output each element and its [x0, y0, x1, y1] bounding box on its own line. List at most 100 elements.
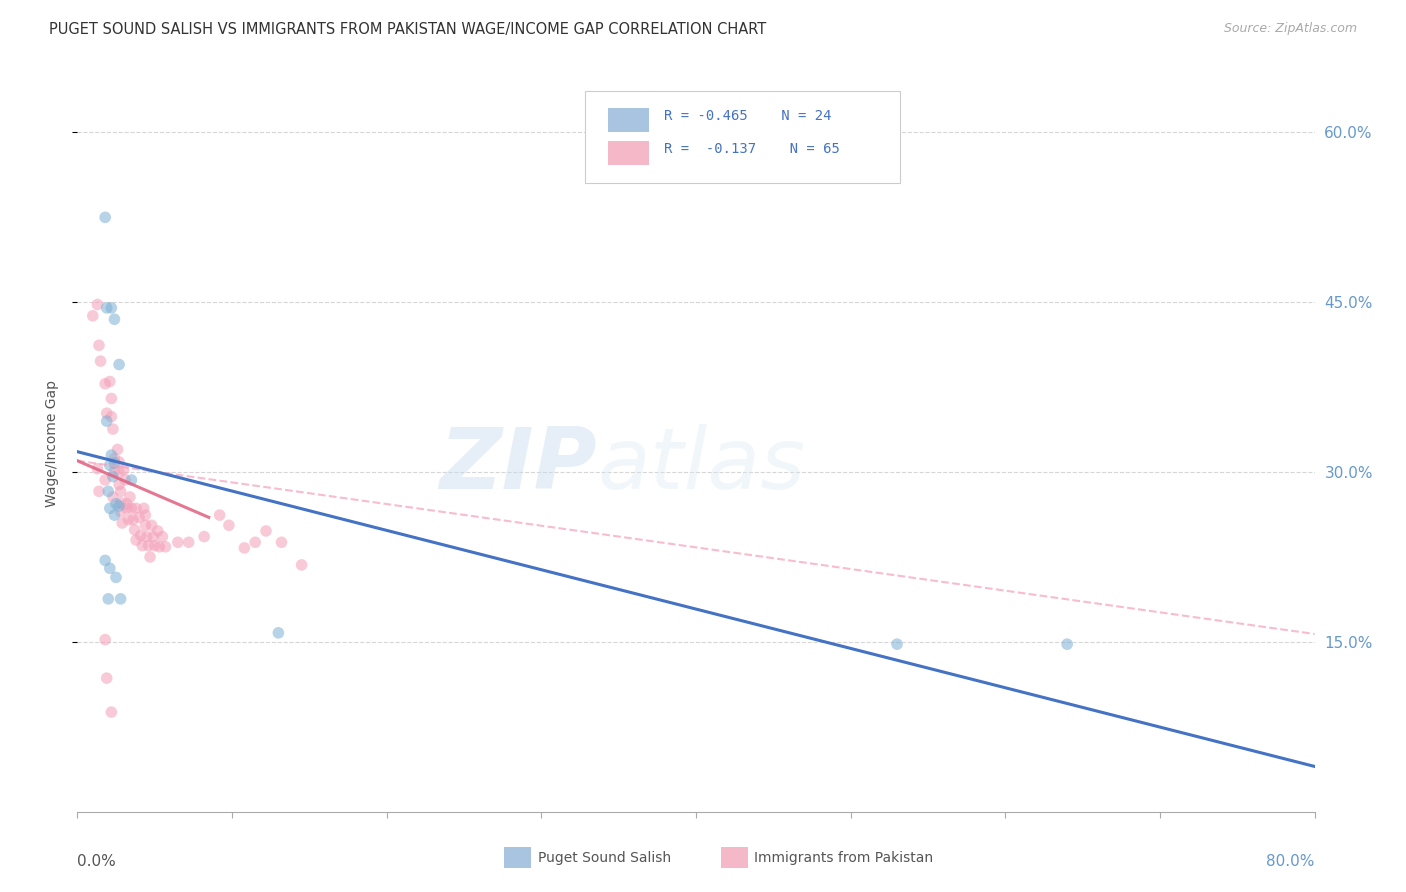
- Point: [115, 501, 138, 516]
- Point: [103, 464, 125, 478]
- Text: ZIP: ZIP: [439, 425, 598, 508]
- Point: [143, 539, 166, 553]
- Point: [98, 458, 121, 473]
- Point: [110, 505, 132, 519]
- Point: [270, 535, 292, 549]
- Point: [101, 490, 124, 504]
- Point: [132, 501, 155, 516]
- Point: [98, 501, 121, 516]
- Point: [108, 358, 131, 372]
- Point: [108, 477, 131, 491]
- Point: [94, 376, 117, 391]
- Point: [142, 530, 165, 544]
- Point: [107, 442, 129, 457]
- Text: Immigrants from Pakistan: Immigrants from Pakistan: [754, 852, 934, 865]
- Point: [177, 535, 200, 549]
- Bar: [609, 141, 650, 165]
- Point: [136, 530, 159, 544]
- Point: [129, 528, 152, 542]
- Point: [110, 496, 132, 510]
- Point: [100, 705, 122, 719]
- Point: [121, 473, 143, 487]
- Point: [90, 354, 111, 368]
- Point: [118, 490, 141, 504]
- Point: [139, 549, 162, 564]
- Point: [82, 309, 104, 323]
- Point: [108, 455, 131, 469]
- Point: [233, 541, 256, 555]
- Point: [96, 671, 118, 685]
- Point: [208, 508, 231, 522]
- Point: [267, 625, 290, 640]
- Point: [110, 591, 132, 606]
- Point: [254, 524, 277, 538]
- Text: R = -0.465    N = 24: R = -0.465 N = 24: [664, 110, 831, 123]
- Point: [103, 508, 125, 522]
- Point: [152, 530, 174, 544]
- Point: [112, 463, 135, 477]
- Bar: [721, 847, 748, 868]
- Point: [98, 561, 121, 575]
- Point: [94, 553, 117, 567]
- Point: [94, 211, 117, 225]
- Point: [96, 414, 118, 428]
- Point: [125, 501, 148, 516]
- Point: [98, 375, 121, 389]
- Point: [100, 448, 122, 462]
- Point: [108, 465, 131, 479]
- Point: [124, 523, 146, 537]
- Point: [128, 510, 150, 524]
- Text: 80.0%: 80.0%: [1267, 855, 1315, 870]
- Text: 0.0%: 0.0%: [77, 855, 117, 870]
- Y-axis label: Wage/Income Gap: Wage/Income Gap: [45, 380, 59, 508]
- Point: [138, 539, 160, 553]
- Point: [121, 501, 143, 516]
- Point: [886, 637, 908, 651]
- Point: [245, 535, 267, 549]
- Point: [100, 301, 122, 315]
- Point: [96, 301, 118, 315]
- Point: [100, 409, 122, 424]
- Point: [94, 473, 117, 487]
- FancyBboxPatch shape: [585, 90, 900, 183]
- Point: [125, 533, 148, 547]
- Point: [87, 338, 110, 352]
- Point: [115, 497, 138, 511]
- Point: [103, 451, 125, 466]
- Point: [134, 518, 156, 533]
- Point: [97, 591, 120, 606]
- Point: [86, 297, 108, 311]
- Point: [122, 513, 145, 527]
- Point: [110, 484, 132, 499]
- Point: [218, 518, 240, 533]
- Point: [111, 516, 134, 530]
- Point: [100, 392, 122, 406]
- Point: [97, 484, 120, 499]
- Point: [108, 499, 131, 513]
- Point: [146, 524, 169, 538]
- Point: [103, 312, 125, 326]
- Point: [101, 422, 124, 436]
- Point: [117, 513, 139, 527]
- Text: Puget Sound Salish: Puget Sound Salish: [537, 852, 671, 865]
- Point: [134, 508, 156, 522]
- Point: [87, 484, 110, 499]
- Point: [105, 570, 127, 584]
- Point: [105, 497, 127, 511]
- Point: [193, 530, 215, 544]
- Text: PUGET SOUND SALISH VS IMMIGRANTS FROM PAKISTAN WAGE/INCOME GAP CORRELATION CHART: PUGET SOUND SALISH VS IMMIGRANTS FROM PA…: [49, 22, 766, 37]
- Point: [155, 540, 177, 554]
- Point: [291, 558, 314, 572]
- Bar: [609, 108, 650, 132]
- Text: R =  -0.137    N = 65: R = -0.137 N = 65: [664, 143, 839, 156]
- Text: atlas: atlas: [598, 425, 806, 508]
- Text: Source: ZipAtlas.com: Source: ZipAtlas.com: [1223, 22, 1357, 36]
- Point: [131, 539, 153, 553]
- Point: [101, 469, 124, 483]
- Point: [96, 406, 118, 420]
- Bar: [505, 847, 531, 868]
- Point: [94, 632, 117, 647]
- Point: [114, 473, 136, 487]
- Point: [103, 456, 125, 470]
- Point: [167, 535, 190, 549]
